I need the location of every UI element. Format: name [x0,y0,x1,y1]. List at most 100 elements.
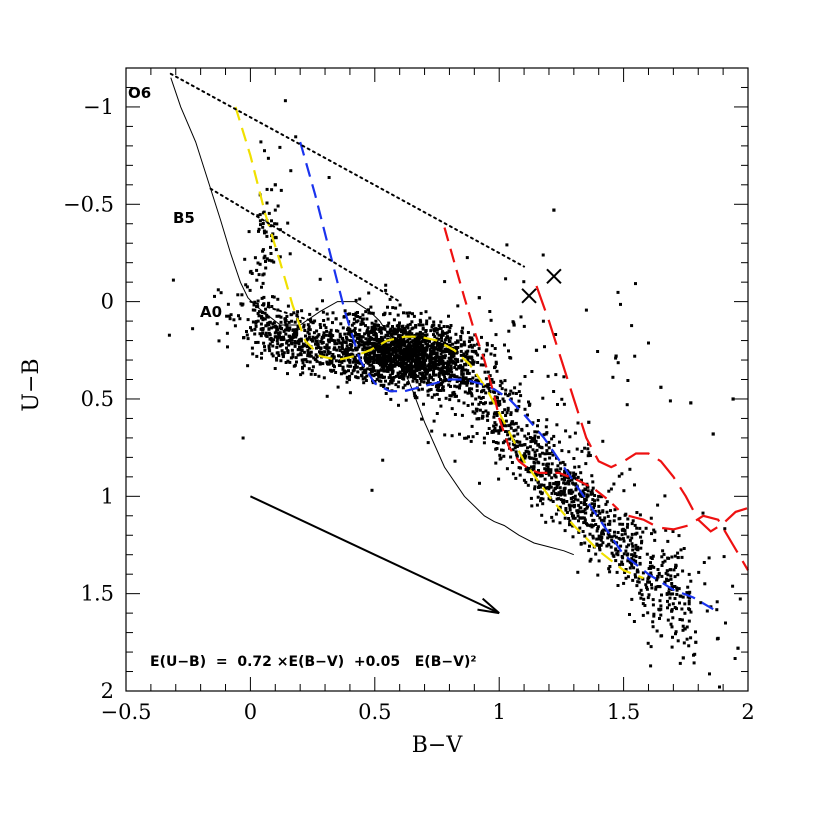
star-point [373,369,377,373]
star-point [261,328,265,332]
star-point [437,333,441,337]
star-point [405,345,409,349]
star-point [375,377,379,381]
star-point [369,305,373,309]
star-point [576,570,580,574]
star-point [638,513,642,517]
star-point [387,359,391,363]
star-point [337,363,341,367]
star-point [470,336,474,340]
star-point [282,351,286,355]
star-point [406,326,410,330]
star-point [276,297,280,301]
star-point [410,327,414,331]
star-point [651,603,655,607]
star-point [356,315,360,318]
star-point [274,248,278,252]
star-point [405,334,409,337]
star-point [431,362,435,366]
star-point [331,321,334,325]
star-point [429,329,433,333]
star-point [548,452,552,456]
star-point [609,545,613,549]
star-point [443,433,447,437]
x-tick-label: 0.5 [358,700,391,724]
star-point [543,345,546,349]
star-point [406,314,410,318]
star-point [348,312,352,316]
star-point [420,340,424,344]
star-point [420,351,424,355]
star-point [338,349,342,352]
star-point [657,607,661,611]
star-point [271,354,275,358]
star-point [488,374,492,378]
star-point [414,324,418,327]
star-point [425,345,429,349]
star-point [599,538,603,542]
star-point [583,534,587,538]
star-point [650,532,653,536]
star-point [608,528,612,532]
star-point [401,349,405,353]
star-point [549,498,553,502]
y-tick-label: 0.5 [81,387,114,411]
star-point [422,358,426,362]
star-point [270,188,274,192]
star-point [517,399,521,403]
star-point [664,571,668,575]
star-point [298,338,301,342]
star-point [632,620,636,623]
star-point [216,288,220,292]
star-point [257,229,260,233]
star-point [538,445,542,449]
star-point [486,370,490,374]
star-point [514,421,518,425]
star-point [406,355,410,359]
star-point [583,518,587,522]
star-point [511,320,515,324]
star-point [424,310,428,314]
star-point [485,348,489,352]
y-tick-label: 2 [101,679,114,703]
star-point [396,360,399,364]
star-point [546,374,550,378]
star-point [406,339,410,343]
star-point [467,390,471,394]
star-point [367,340,371,344]
star-point [245,330,248,333]
star-point [384,288,388,292]
star-point [486,412,490,415]
star-point [467,435,470,439]
star-point [354,314,358,318]
star-point [685,637,689,641]
star-point [407,359,411,363]
star-point [279,320,283,324]
star-point [293,344,297,348]
star-point [401,377,405,380]
star-point [428,348,432,352]
star-point [314,339,318,343]
star-point [260,356,263,360]
star-point [646,611,650,615]
star-point [461,379,465,383]
star-point [306,352,310,356]
star-point [569,488,573,492]
star-point [370,328,374,332]
star-point [660,555,664,559]
star-point [288,335,292,339]
star-point [614,559,618,563]
star-point [623,571,627,574]
star-point [408,337,412,341]
star-point [687,599,691,603]
star-point [509,426,513,430]
star-point [673,585,677,588]
star-point [346,364,350,368]
star-point [425,319,429,323]
star-point [616,361,620,365]
star-point [503,408,507,412]
star-point [455,375,459,379]
star-point [448,352,452,356]
star-point [631,554,635,558]
star-point [527,432,530,436]
